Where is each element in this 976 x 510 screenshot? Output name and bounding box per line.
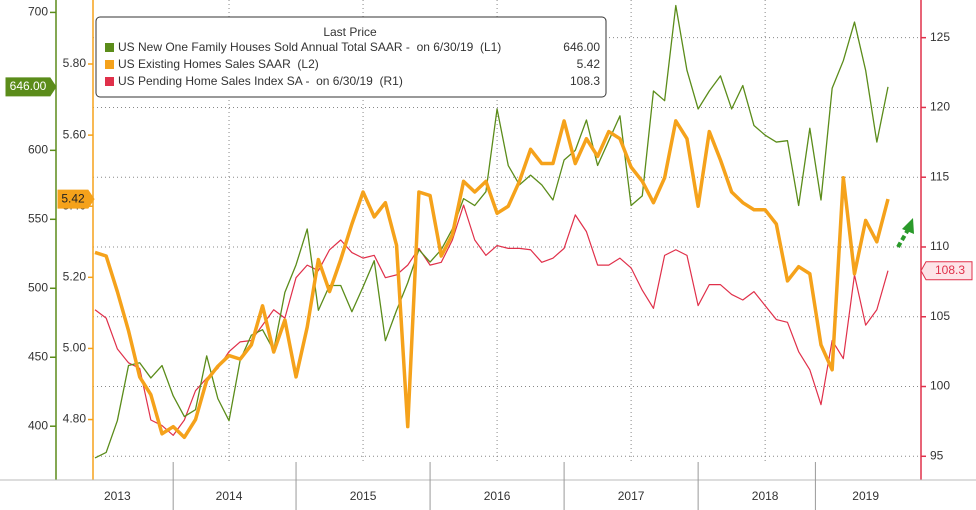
x-tick-label: 2015: [350, 489, 377, 503]
y-tick-label: 125: [930, 30, 950, 44]
last-price-label: 5.42: [61, 191, 85, 205]
legend-value: 108.3: [570, 74, 600, 88]
y-tick-label: 5.00: [63, 341, 87, 355]
series-line: [94, 119, 890, 440]
legend-title: Last Price: [323, 25, 377, 39]
x-tick-label: 2013: [104, 489, 131, 503]
legend-value: 5.42: [577, 57, 601, 71]
legend-entry: US Existing Homes Sales SAAR (L2): [118, 57, 319, 71]
y-tick-label: 700: [28, 5, 48, 19]
last-price-marker: [57, 189, 95, 209]
series-line: [94, 4, 889, 459]
arrow-shaft: [896, 226, 911, 249]
y-tick-label: 105: [930, 309, 950, 323]
last-price-label: 108.3: [935, 263, 965, 277]
legend-swatch: [105, 60, 114, 69]
last-price-label: 646.00: [10, 79, 47, 93]
trend-arrow: [896, 218, 914, 249]
legend-entry: US Pending Home Sales Index SA - on 6/30…: [118, 74, 403, 88]
y-tick-label: 95: [930, 448, 944, 462]
y-tick-label: 600: [28, 143, 48, 157]
y-tick-label: 550: [28, 211, 48, 225]
last-price-marker: [920, 261, 973, 281]
y-tick-label: 115: [930, 169, 949, 183]
y-tick-label: 100: [930, 379, 950, 393]
series-group: [94, 4, 890, 459]
x-tick-label: 2018: [752, 489, 779, 503]
legend-swatch: [105, 77, 114, 86]
y-tick-label: 4.80: [63, 412, 87, 426]
x-tick-label: 2014: [216, 489, 243, 503]
arrow-head: [902, 218, 914, 234]
x-tick-label: 2017: [618, 489, 645, 503]
y-tick-label: 110: [930, 239, 949, 253]
y-tick-label: 5.20: [63, 270, 87, 284]
last-price-marker: [5, 77, 57, 97]
legend-value: 646.00: [563, 40, 600, 54]
legend-swatch: [105, 43, 114, 52]
y-tick-label: 500: [28, 280, 48, 294]
y-tick-label: 5.80: [63, 56, 87, 70]
legend-entry: US New One Family Houses Sold Annual Tot…: [118, 40, 501, 54]
x-tick-label: 2016: [484, 489, 511, 503]
series-line: [94, 204, 889, 436]
legend-box: [95, 16, 607, 98]
y-tick-label: 120: [930, 100, 950, 114]
y-tick-label: 450: [28, 349, 48, 363]
y-tick-label: 5.60: [63, 127, 87, 141]
x-tick-label: 2019: [852, 489, 879, 503]
y-tick-label: 400: [28, 418, 48, 432]
